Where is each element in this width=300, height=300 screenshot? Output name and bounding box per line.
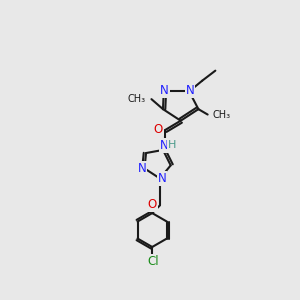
Text: O: O <box>148 198 157 211</box>
Text: CH₃: CH₃ <box>127 94 145 104</box>
Text: N: N <box>159 139 168 152</box>
Text: O: O <box>154 123 163 136</box>
Text: H: H <box>168 140 176 150</box>
Text: N: N <box>138 162 147 175</box>
Text: N: N <box>160 84 169 97</box>
Text: N: N <box>186 84 194 97</box>
Text: N: N <box>158 172 167 185</box>
Text: Cl: Cl <box>147 255 159 268</box>
Text: CH₃: CH₃ <box>212 110 230 120</box>
